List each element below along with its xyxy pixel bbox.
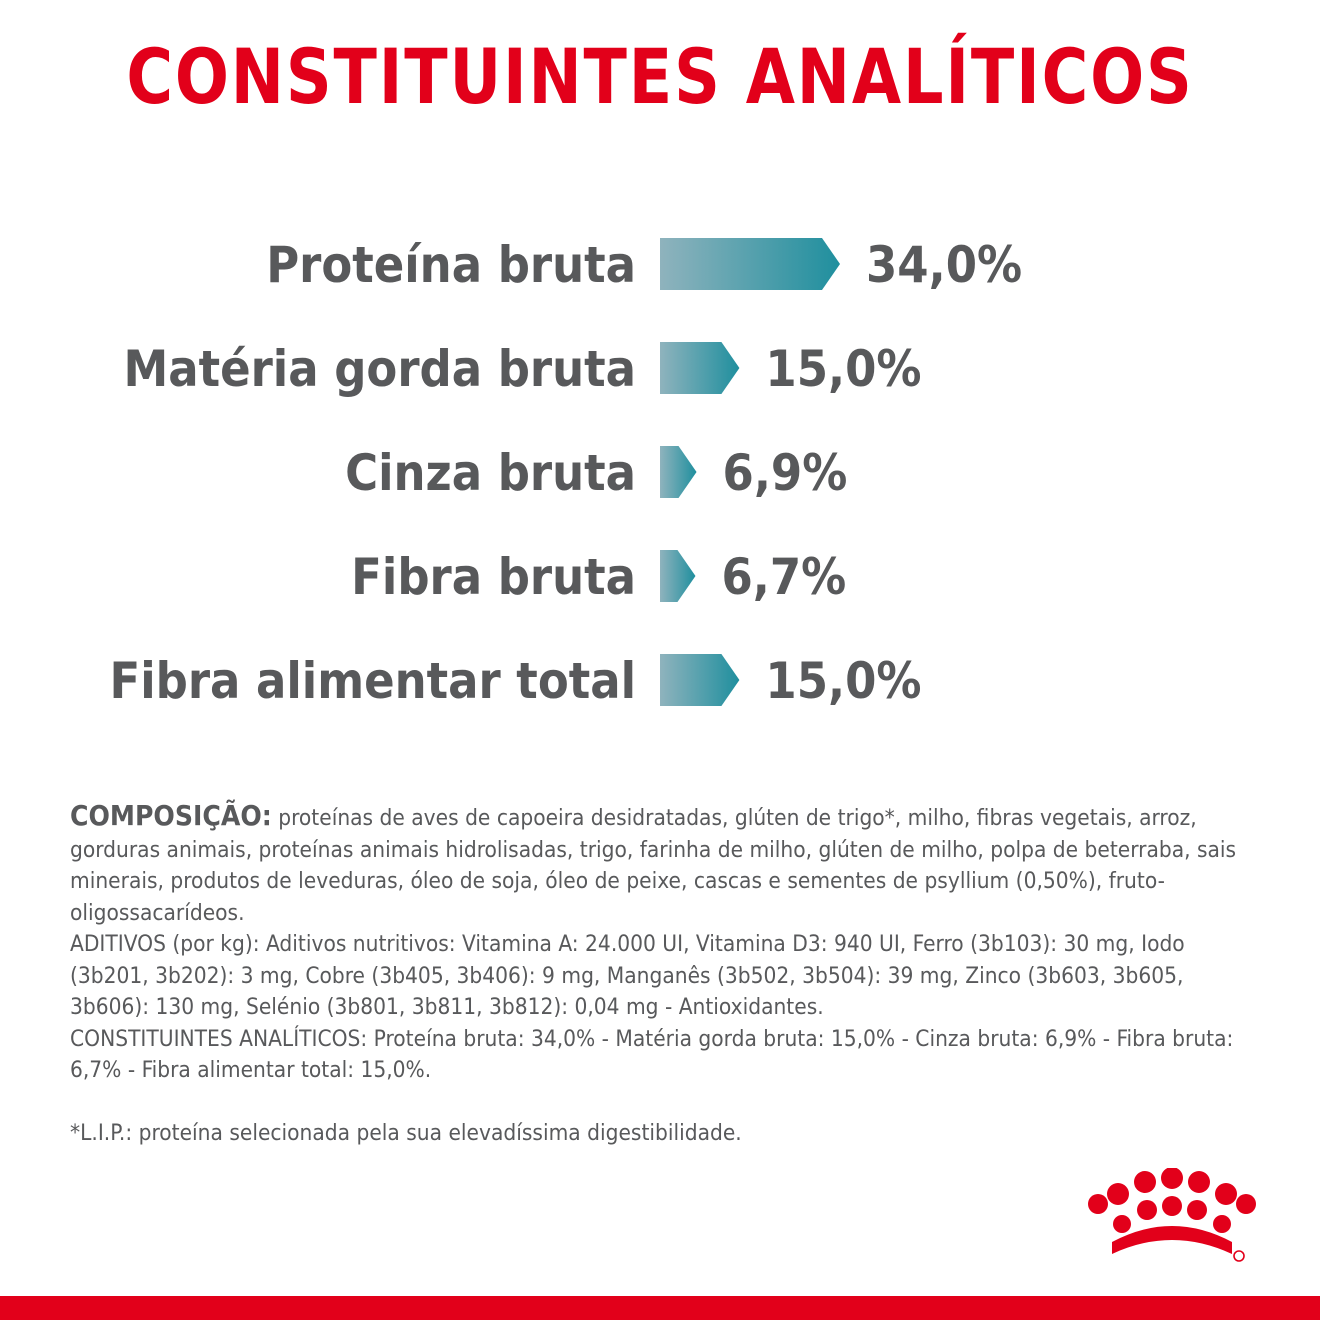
additives-paragraph: ADITIVOS (por kg): Aditivos nutritivos: … xyxy=(70,931,1185,1020)
composition-ingredients: proteínas de aves de capoeira desidratad… xyxy=(70,805,1237,926)
bar xyxy=(660,238,840,290)
value-label: 15,0% xyxy=(765,340,921,398)
crown-icon xyxy=(1088,1168,1256,1262)
bar xyxy=(660,550,696,602)
value-label: 15,0% xyxy=(765,652,921,710)
page-title: CONSTITUINTES ANALÍTICOS xyxy=(126,32,1194,121)
bar xyxy=(660,446,697,498)
value-label: 6,7% xyxy=(721,548,846,606)
category-label: Cinza bruta xyxy=(345,444,636,502)
bottom-bar xyxy=(0,1296,1320,1320)
analytical-chart: Proteína bruta 34,0% Matéria gorda bruta 15… xyxy=(110,236,1023,710)
footnote: *L.I.P.: proteína selecionada pela sua e… xyxy=(70,1119,742,1146)
bar xyxy=(660,654,740,706)
category-label: Fibra bruta xyxy=(351,548,636,606)
category-label: Fibra alimentar total xyxy=(110,652,637,710)
bar xyxy=(660,342,740,394)
category-label: Proteína bruta xyxy=(266,236,636,294)
composition-paragraph: COMPOSIÇÃO: proteínas de aves de capoeir… xyxy=(70,800,1260,929)
analytical-paragraph: CONSTITUINTES ANALÍTICOS: Proteína bruta… xyxy=(70,1025,1234,1084)
value-label: 34,0% xyxy=(866,236,1022,294)
value-label: 6,9% xyxy=(723,444,848,502)
composition-block: COMPOSIÇÃO: proteínas de aves de capoeir… xyxy=(70,800,1260,1149)
category-label: Matéria gorda bruta xyxy=(123,340,636,398)
composition-heading: COMPOSIÇÃO: xyxy=(70,799,272,832)
